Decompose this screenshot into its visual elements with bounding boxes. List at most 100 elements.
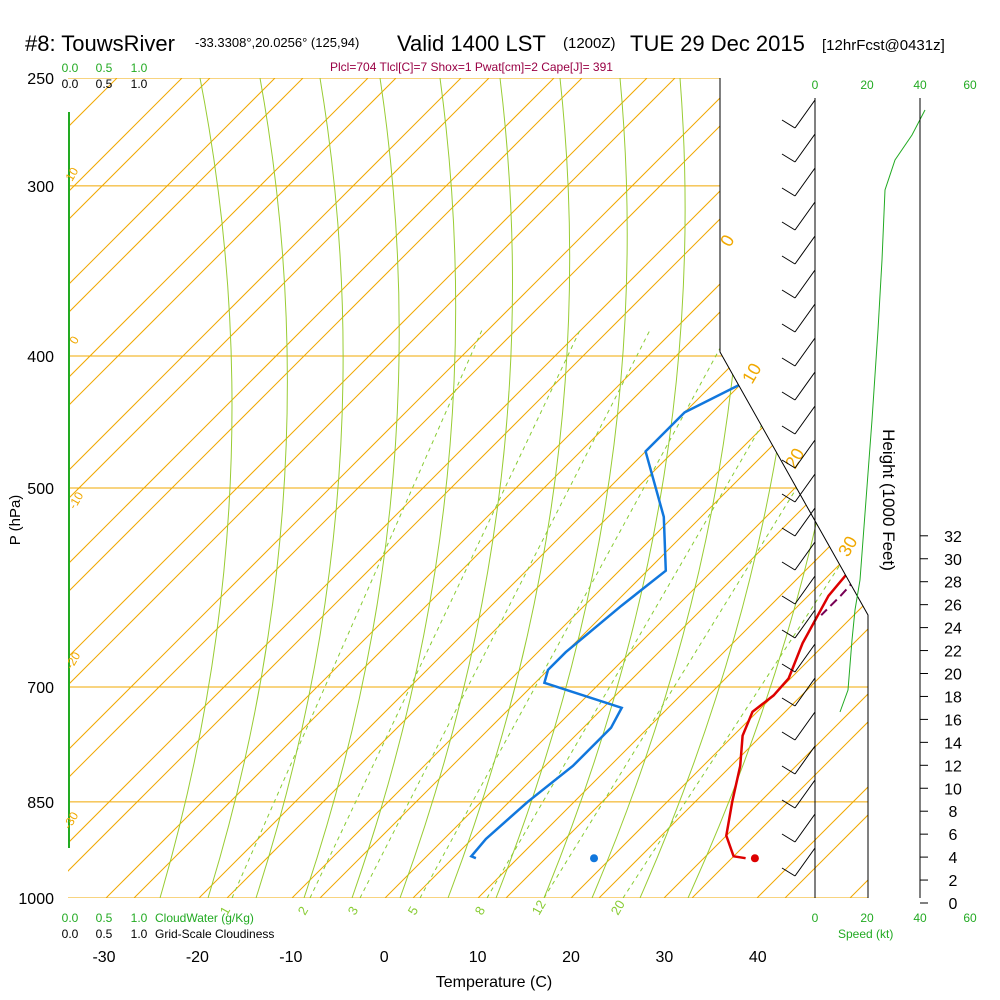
speed-tick: 40 [913, 78, 927, 92]
mixing-ratio-label: 5 [405, 904, 422, 918]
forecast-info: [12hrFcst@0431z] [822, 37, 945, 54]
moist-adiabat-line [351, 78, 457, 898]
dry-adiabat-line [691, 78, 868, 898]
speed-axis-label: Speed (kt) [838, 927, 893, 941]
dry-adiabat-line [0, 78, 24, 898]
isotherm-line [68, 78, 276, 898]
mixing-ratio-label: 3 [345, 904, 362, 918]
cloud-scale-tick: 1.0 [131, 911, 148, 925]
wind-barb-flag [781, 255, 796, 265]
cloud-scale-tick: 0.5 [96, 61, 113, 75]
isotherm-line [198, 78, 868, 898]
height-tick-label: 4 [949, 850, 958, 867]
wind-barb [794, 269, 816, 299]
height-tick-label: 28 [944, 575, 962, 592]
height-tick-label: 6 [949, 827, 958, 844]
station-title: #8: TouwsRiver [25, 31, 175, 56]
wind-barb [794, 133, 816, 163]
wind-barb [794, 439, 816, 469]
height-tick-label: 30 [944, 552, 962, 569]
dry-adiabat-line [68, 78, 211, 898]
dry-adiabat-label: -20 [62, 649, 83, 671]
speed-tick: 60 [963, 78, 977, 92]
temperature-tick-label: 40 [749, 949, 767, 966]
dry-adiabat-line [68, 78, 490, 898]
height-axis-label: Height (1000 Feet) [879, 429, 898, 571]
isotherm-line [477, 78, 868, 898]
mixing-ratio-label: 12 [529, 897, 549, 917]
temperature-tick-label: 30 [656, 949, 674, 966]
dry-adiabat-line [319, 78, 868, 898]
wind-barb [794, 201, 816, 231]
height-tick-label: 32 [944, 529, 962, 546]
wind-barb-flag [781, 595, 796, 605]
mixing-ratio-line [359, 329, 651, 898]
valid-date: TUE 29 Dec 2015 [630, 31, 805, 56]
dry-adiabat-line [971, 78, 1000, 898]
temperature-line [725, 111, 868, 860]
wind-barb-flag [781, 459, 796, 469]
height-tick-label: 22 [944, 644, 962, 661]
cloud-scale-tick: 0.5 [96, 911, 113, 925]
temperature-tick-label: 0 [380, 949, 389, 966]
wind-barb-flag [781, 357, 796, 367]
wind-barb [794, 643, 816, 673]
wind-barb-flag [781, 867, 796, 877]
dry-adiabat-line [68, 78, 676, 898]
speed-tick: 60 [963, 911, 977, 925]
wind-barb [794, 745, 816, 775]
wind-barb-flag [781, 391, 796, 401]
temperature-axis-label: Temperature (C) [436, 974, 552, 991]
dry-adiabat-line [68, 78, 397, 898]
plot-frame [719, 78, 869, 898]
dry-adiabat-label: 0 [716, 231, 738, 250]
isotherm-line [291, 78, 868, 898]
mixing-ratio-line [486, 329, 818, 898]
surface-dewpoint-point [590, 854, 599, 863]
speed-tick: 20 [860, 911, 874, 925]
pressure-tick-label: 700 [27, 680, 54, 697]
moist-adiabat-line [447, 78, 571, 898]
valid-time: Valid 1400 LST [397, 31, 546, 56]
wind-barb [794, 235, 816, 265]
wind-barb [794, 575, 816, 605]
cloud-scale-tick: 0.0 [62, 77, 79, 91]
station-coords: -33.3308°,20.0256° (125,94) [195, 35, 359, 50]
cloudwater-label: CloudWater (g/Kg) [155, 911, 254, 925]
pressure-tick-label: 500 [27, 481, 54, 498]
dry-adiabat-line [68, 78, 769, 898]
wind-barb-flag [781, 697, 796, 707]
cloud-scale-tick: 1.0 [131, 61, 148, 75]
wind-barb-flag [781, 493, 796, 503]
temperature-tick-label: -20 [186, 949, 209, 966]
height-tick-label: 26 [944, 598, 962, 615]
pressure-tick-label: 400 [27, 349, 54, 366]
pressure-tick-label: 850 [27, 795, 54, 812]
mixing-ratio-line [419, 329, 731, 898]
dry-adiabat-line [505, 78, 868, 898]
isotherm-line [384, 78, 868, 898]
dry-adiabat-label: 10 [62, 165, 81, 184]
dry-adiabat-label: 10 [738, 360, 765, 387]
dewpoint-line [469, 111, 868, 860]
pressure-axis-label: P (hPa) [7, 495, 24, 546]
wind-barb-flag [781, 323, 796, 333]
isotherm-line [570, 78, 868, 898]
wind-barb [794, 303, 816, 333]
height-tick-label: 16 [944, 712, 962, 729]
speed-tick: 0 [812, 78, 819, 92]
wind-barb [794, 541, 816, 571]
mixing-ratio-line [622, 329, 868, 898]
moist-adiabat-line [399, 78, 513, 898]
dry-adiabat-line [598, 78, 868, 898]
cloud-scale-tick: 0.0 [62, 911, 79, 925]
dry-adiabat-label: -30 [60, 809, 81, 831]
isotherm-line [68, 78, 741, 898]
moist-adiabat-line [159, 78, 233, 898]
dry-adiabat-line [226, 78, 868, 898]
cloud-scale-tick: 0.5 [96, 927, 113, 941]
mixing-ratio-label: 2 [295, 904, 312, 918]
valid-zulu: (1200Z) [563, 35, 616, 52]
height-tick-label: 12 [944, 758, 962, 775]
